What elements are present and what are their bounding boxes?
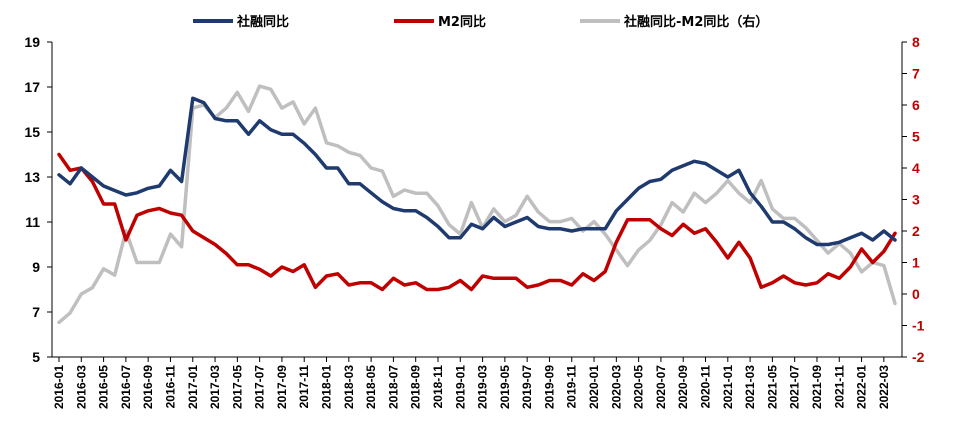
- x-tick-label: 2020-07: [654, 365, 668, 409]
- x-tick-label: 2019-05: [498, 365, 512, 409]
- x-tick-label: 2018-03: [342, 365, 356, 409]
- x-tick-label: 2017-03: [208, 365, 222, 409]
- right-y-tick-label: 5: [912, 129, 920, 145]
- left-y-tick-label: 13: [24, 169, 40, 185]
- x-tick-label: 2017-05: [230, 365, 244, 409]
- x-tick-label: 2018-09: [409, 365, 423, 409]
- x-tick-label: 2019-07: [520, 365, 534, 409]
- x-tick-label: 2020-09: [676, 365, 690, 409]
- right-y-tick-label: 4: [912, 160, 920, 176]
- x-tick-label: 2020-03: [609, 365, 623, 409]
- legend-label-0: 社融同比: [236, 14, 289, 30]
- x-tick-label: 2018-11: [431, 365, 445, 409]
- x-tick-label: 2019-03: [476, 365, 490, 409]
- x-tick-label: 2021-09: [810, 365, 824, 409]
- x-tick-label: 2016-09: [141, 365, 155, 409]
- x-tick-label: 2021-05: [765, 365, 779, 409]
- series-line-2: [57, 84, 897, 325]
- series-group: [57, 84, 897, 325]
- x-tick-label: 2022-01: [855, 365, 869, 409]
- left-y-tick-label: 19: [24, 34, 40, 50]
- x-tick-label: 2016-03: [74, 365, 88, 409]
- x-tick-label: 2020-11: [699, 365, 713, 409]
- right-y-tick-label: 1: [912, 255, 920, 271]
- legend-label-1: M2同比: [438, 14, 486, 30]
- right-y-tick-label: 2: [912, 223, 920, 239]
- x-tick-label: 2020-01: [587, 365, 601, 409]
- left-y-tick-label: 15: [24, 124, 40, 140]
- x-tick-label: 2016-11: [163, 365, 177, 409]
- x-tick-label: 2017-09: [275, 365, 289, 409]
- right-y-tick-label: -2: [912, 349, 925, 365]
- x-tick-label: 2018-05: [364, 365, 378, 409]
- axes: 5 7 9 11 13 15 17 19 -2 -1 0 1 2 3 4 5 6 7 8 2016-01 2016-03…: [24, 34, 924, 409]
- x-tick-label: 2018-01: [320, 365, 334, 409]
- x-tick-label: 2021-07: [788, 365, 802, 409]
- x-tick-label: 2019-01: [453, 365, 467, 409]
- right-y-tick-label: 0: [912, 286, 920, 302]
- right-y-tick-label: -1: [912, 318, 925, 334]
- legend-label-2: 社融同比-M2同比（右）: [623, 14, 768, 30]
- x-tick-label: 2019-09: [542, 365, 556, 409]
- left-y-tick-label: 7: [32, 304, 40, 320]
- left-y-tick-label: 17: [24, 79, 40, 95]
- right-y-tick-label: 8: [912, 34, 920, 50]
- x-tick-label: 2021-01: [721, 365, 735, 409]
- x-tick-label: 2016-01: [52, 365, 66, 409]
- right-y-tick-label: 7: [912, 66, 920, 82]
- x-tick-label: 2018-07: [386, 365, 400, 409]
- left-y-tick-label: 9: [32, 259, 40, 275]
- x-tick-label: 2021-11: [832, 365, 846, 409]
- legend: 社融同比 M2同比 社融同比-M2同比（右）: [193, 14, 768, 30]
- right-y-tick-label: 6: [912, 97, 920, 113]
- x-tick-label: 2017-01: [186, 365, 200, 409]
- x-tick-label: 2019-11: [565, 365, 579, 409]
- x-tick-label: 2017-11: [297, 365, 311, 409]
- x-tick-label: 2016-07: [119, 365, 133, 409]
- x-tick-label: 2016-05: [97, 365, 111, 409]
- series-line-0: [57, 96, 897, 247]
- x-tick-label: 2021-03: [743, 365, 757, 409]
- right-y-tick-label: 3: [912, 192, 920, 208]
- x-tick-label: 2017-07: [253, 365, 267, 409]
- left-y-tick-label: 5: [32, 349, 40, 365]
- x-tick-label: 2022-03: [877, 365, 891, 409]
- series-line-1: [57, 152, 897, 292]
- left-y-tick-label: 11: [25, 214, 40, 230]
- x-tick-label: 2020-05: [632, 365, 646, 409]
